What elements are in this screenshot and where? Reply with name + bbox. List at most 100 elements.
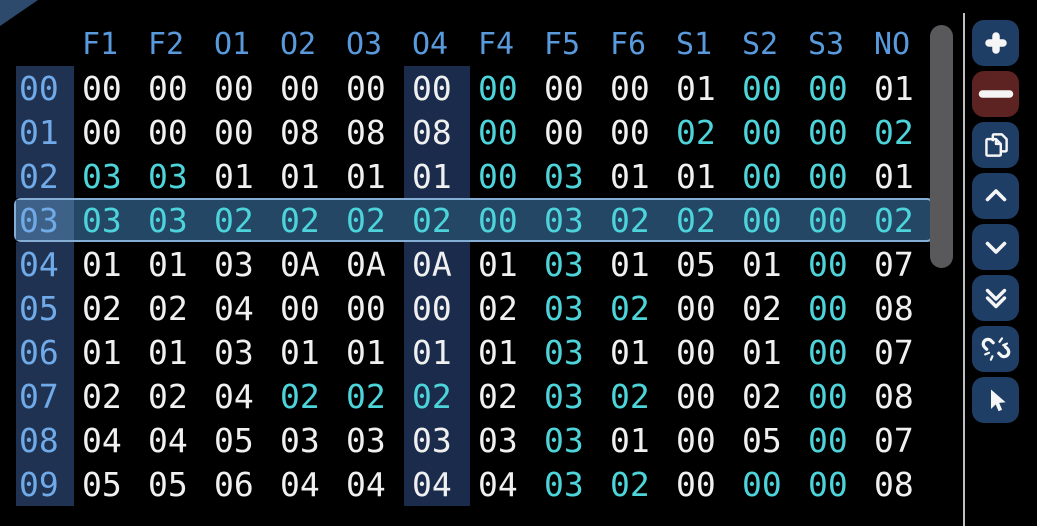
grid-cell[interactable]: 02 <box>412 200 452 240</box>
grid-cell[interactable]: 07 <box>874 420 914 460</box>
grid-cell[interactable]: 01 <box>610 420 650 460</box>
row-label[interactable]: 07 <box>16 374 74 418</box>
grid-cell[interactable]: 03 <box>544 200 584 240</box>
column-header-f5[interactable]: F5 <box>544 26 581 62</box>
row-label[interactable]: 00 <box>16 66 74 110</box>
grid-cell[interactable]: 01 <box>280 332 320 372</box>
grid-cell[interactable]: 04 <box>478 464 518 504</box>
grid-cell[interactable]: 03 <box>214 332 254 372</box>
grid-cell[interactable]: 02 <box>610 464 650 504</box>
grid-cell[interactable]: 00 <box>404 66 470 110</box>
grid-cell[interactable]: 01 <box>346 332 386 372</box>
grid-cell[interactable]: 05 <box>148 464 188 504</box>
grid-cell[interactable]: 01 <box>676 68 716 108</box>
grid-cell[interactable]: 03 <box>544 420 584 460</box>
grid-cell[interactable]: 02 <box>742 376 782 416</box>
row-label[interactable]: 08 <box>16 418 74 462</box>
grid-cell[interactable]: 00 <box>610 112 650 152</box>
grid-cell[interactable]: 02 <box>610 288 650 328</box>
grid-cell[interactable]: 00 <box>808 200 848 240</box>
grid-cell[interactable]: 00 <box>544 68 584 108</box>
grid-cell[interactable]: 03 <box>544 332 584 372</box>
grid-cell[interactable]: 01 <box>148 244 188 284</box>
grid-cell[interactable]: 00 <box>808 156 848 196</box>
grid-cell[interactable]: 03 <box>544 288 584 328</box>
grid-cell[interactable]: 00 <box>82 68 122 108</box>
select-mode-button[interactable] <box>972 377 1019 423</box>
move-to-bottom-button[interactable] <box>972 275 1019 321</box>
grid-cell[interactable]: 07 <box>874 332 914 372</box>
column-header-f4[interactable]: F4 <box>478 26 515 62</box>
grid-cell[interactable]: 08 <box>280 112 320 152</box>
grid-cell[interactable]: 00 <box>676 288 716 328</box>
grid-cell[interactable]: 01 <box>346 156 386 196</box>
grid-cell[interactable]: 02 <box>280 200 320 240</box>
column-header-o4[interactable]: O4 <box>412 26 449 62</box>
table-row-06[interactable]: 06 01 01 03 01 01 01 01 03 01 00 01 00 07 <box>16 330 934 374</box>
table-row-07[interactable]: 07 02 02 04 02 02 02 02 03 02 00 02 00 08 <box>16 374 934 418</box>
scrollbar-thumb[interactable] <box>930 25 953 268</box>
grid-cell[interactable]: 03 <box>280 420 320 460</box>
grid-cell[interactable]: 01 <box>478 332 518 372</box>
grid-cell[interactable]: 02 <box>676 200 716 240</box>
grid-cell[interactable]: 00 <box>544 112 584 152</box>
grid-cell[interactable]: 02 <box>148 288 188 328</box>
grid-cell[interactable]: 01 <box>742 244 782 284</box>
grid-cell[interactable]: 00 <box>148 68 188 108</box>
grid-cell[interactable]: 0A <box>346 244 386 284</box>
grid-cell[interactable]: 00 <box>280 288 320 328</box>
move-down-button[interactable] <box>972 224 1019 270</box>
grid-cell[interactable]: 00 <box>478 112 518 152</box>
table-row-03[interactable]: 03 03 03 02 02 02 02 00 03 02 02 00 00 02 <box>14 198 934 242</box>
grid-cell[interactable]: 01 <box>82 332 122 372</box>
remove-button[interactable] <box>972 71 1019 117</box>
column-header-o2[interactable]: O2 <box>280 26 317 62</box>
grid-cell[interactable]: 00 <box>676 376 716 416</box>
grid-cell[interactable]: 01 <box>874 156 914 196</box>
grid-cell[interactable]: 02 <box>478 376 518 416</box>
column-header-s1[interactable]: S1 <box>676 26 713 62</box>
table-row-04[interactable]: 04 01 01 03 0A 0A 0A 01 03 01 05 01 00 07 <box>16 242 934 286</box>
row-label[interactable]: 06 <box>16 330 74 374</box>
grid-cell[interactable]: 01 <box>874 68 914 108</box>
grid-cell[interactable]: 0A <box>404 242 470 286</box>
grid-cell[interactable]: 04 <box>214 376 254 416</box>
grid-cell[interactable]: 00 <box>808 420 848 460</box>
grid-cell[interactable]: 01 <box>478 244 518 284</box>
grid-cell[interactable]: 02 <box>610 200 650 240</box>
grid-cell[interactable]: 03 <box>82 156 122 196</box>
grid-cell[interactable]: 01 <box>404 330 470 374</box>
grid-cell[interactable]: 02 <box>148 376 188 416</box>
grid-cell[interactable]: 04 <box>346 464 386 504</box>
grid-cell[interactable]: 00 <box>742 464 782 504</box>
table-row-00[interactable]: 00 00 00 00 00 00 00 00 00 00 01 00 00 01 <box>16 66 934 110</box>
grid-cell[interactable]: 00 <box>742 200 782 240</box>
grid-cell[interactable]: 01 <box>610 156 650 196</box>
grid-cell[interactable]: 08 <box>874 288 914 328</box>
grid-cell[interactable]: 08 <box>404 110 470 154</box>
grid-cell[interactable]: 0A <box>280 244 320 284</box>
grid-cell[interactable]: 03 <box>148 200 188 240</box>
grid-cell[interactable]: 08 <box>346 112 386 152</box>
column-header-f6[interactable]: F6 <box>610 26 647 62</box>
grid-cell[interactable]: 03 <box>544 464 584 504</box>
grid-cell[interactable]: 00 <box>280 68 320 108</box>
grid-cell[interactable]: 03 <box>148 156 188 196</box>
row-label[interactable]: 04 <box>16 242 74 286</box>
grid-cell[interactable]: 00 <box>808 332 848 372</box>
grid-cell[interactable]: 00 <box>478 200 518 240</box>
duplicate-button[interactable] <box>972 122 1019 168</box>
grid-cell[interactable]: 00 <box>742 112 782 152</box>
grid-cell[interactable]: 05 <box>742 420 782 460</box>
grid-cell[interactable]: 00 <box>808 68 848 108</box>
table-row-01[interactable]: 01 00 00 00 08 08 08 00 00 00 02 00 00 02 <box>16 110 934 154</box>
column-header-no[interactable]: NO <box>874 26 911 62</box>
column-header-f2[interactable]: F2 <box>148 26 185 62</box>
row-label[interactable]: 02 <box>16 154 74 198</box>
grid-cell[interactable]: 02 <box>742 288 782 328</box>
grid-cell[interactable]: 00 <box>742 156 782 196</box>
grid-cell[interactable]: 03 <box>544 244 584 284</box>
grid-cell[interactable]: 02 <box>404 374 470 418</box>
grid-cell[interactable]: 05 <box>82 464 122 504</box>
grid-cell[interactable]: 03 <box>478 420 518 460</box>
